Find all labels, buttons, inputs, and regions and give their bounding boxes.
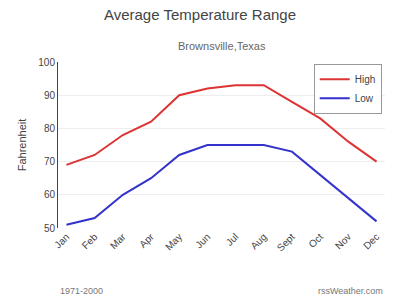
svg-text:Dec: Dec (361, 231, 381, 251)
svg-text:1971-2000: 1971-2000 (60, 286, 103, 296)
svg-text:Aug: Aug (248, 231, 268, 251)
svg-text:60: 60 (44, 189, 56, 200)
svg-text:Feb: Feb (80, 231, 100, 251)
svg-text:Apr: Apr (137, 231, 156, 250)
svg-text:70: 70 (44, 156, 56, 167)
svg-text:Oct: Oct (306, 231, 325, 250)
svg-text:Nov: Nov (333, 231, 353, 251)
svg-text:80: 80 (44, 123, 56, 134)
svg-text:Jul: Jul (224, 231, 241, 248)
svg-text:Jun: Jun (193, 231, 212, 250)
svg-text:Mar: Mar (108, 231, 128, 251)
svg-text:100: 100 (38, 57, 55, 68)
svg-text:Average Temperature Range: Average Temperature Range (104, 6, 296, 23)
svg-text:May: May (163, 231, 184, 252)
svg-text:Fahrenheit: Fahrenheit (16, 119, 28, 172)
svg-text:90: 90 (44, 90, 56, 101)
svg-text:rssWeather.com: rssWeather.com (318, 286, 383, 296)
svg-text:Jan: Jan (52, 231, 71, 250)
svg-text:50: 50 (44, 223, 56, 234)
svg-text:Brownsville,Texas: Brownsville,Texas (178, 40, 266, 52)
svg-text:Low: Low (355, 93, 374, 104)
svg-text:Sept: Sept (275, 231, 297, 253)
svg-text:High: High (355, 74, 376, 85)
